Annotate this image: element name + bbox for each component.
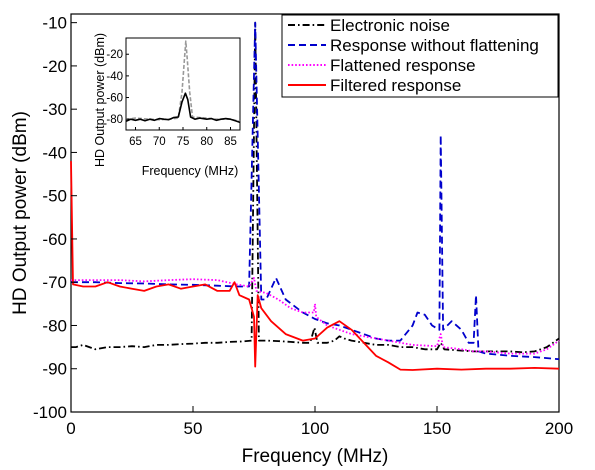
main-y-tick-label-8: -20 [42,57,67,76]
inset-series-1-line [125,92,241,124]
main-series-2-line [71,277,560,355]
legend-label-2: Flattened response [330,56,476,75]
main-series-3-line [70,161,560,371]
inset-y-tick-label-0: -80 [106,114,123,126]
inset-series-layer [125,40,241,124]
inset-y-tick-label-1: -60 [106,93,123,105]
main-y-tick-label-9: -10 [42,14,67,33]
inset-x-tick-label-4: 85 [224,136,237,148]
legend-label-3: Filtered response [330,76,461,95]
main-y-tick-label-5: -50 [42,187,67,206]
inset-x-tick-label-2: 75 [177,136,190,148]
main-series-0-line [71,21,560,354]
main-y-tick-label-2: -80 [42,316,67,335]
inset-x-tick-label-0: 65 [129,136,142,148]
main-y-ticks: -100 -90 -80 -70 -60 -50 -40 -30 -20 -10 [33,14,77,422]
inset-y-tick-label-2: -40 [106,71,123,83]
inset-y-ticks: -80 -60 -40 -20 [106,49,129,126]
legend-label-1: Response without flattening [330,36,539,55]
inset-y-axis-label: HD Output power (dBm) [93,33,107,167]
legend-box [281,14,559,98]
main-y-tick-label-1: -90 [42,360,67,379]
main-series-layer [70,21,560,371]
inset-background [113,20,251,144]
inset-x-tick-label-1: 70 [153,136,166,148]
inset-y-tick-label-3: -20 [106,49,123,61]
x-axis-label: Frequency (MHz) [242,446,389,467]
main-x-tick-label-3: 150 [423,419,451,438]
inset-x-axis-label: Frequency (MHz) [142,164,239,178]
main-x-tick-label-2: 100 [301,419,329,438]
main-y-tick-label-6: -40 [42,143,67,162]
inset-x-ticks: 65 70 75 80 85 [129,127,237,148]
main-y-tick-label-3: -70 [42,273,67,292]
main-y-tick-label-7: -30 [42,100,67,119]
main-x-tick-label-1: 50 [184,419,203,438]
main-x-tick-label-0: 0 [66,419,75,438]
inset-x-tick-label-3: 80 [200,136,213,148]
main-x-ticks: 0 50 100 150 200 [66,406,573,438]
main-y-tick-label-4: -60 [42,230,67,249]
main-series-1-line [71,21,560,361]
main-y-tick-label-0: -100 [33,403,67,422]
main-x-tick-label-4: 200 [545,419,573,438]
legend-label-0: Electronic noise [330,16,450,35]
y-axis-label: HD Output power (dBm) [10,111,31,315]
